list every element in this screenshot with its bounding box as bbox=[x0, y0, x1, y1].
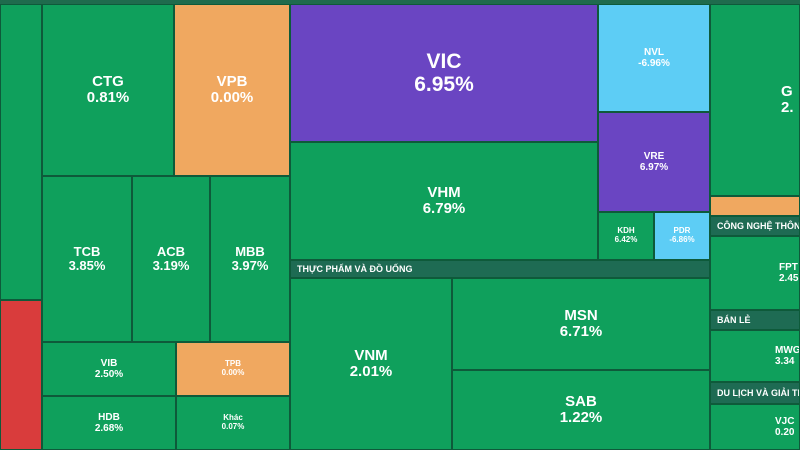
change-value: 0.20 bbox=[775, 427, 795, 438]
ticker-label: KDH bbox=[617, 226, 635, 236]
change-value: -6.86% bbox=[669, 235, 695, 244]
ticker-label: SAB bbox=[565, 392, 597, 410]
tile-msn[interactable]: MSN 6.71% bbox=[452, 278, 710, 370]
change-value: 3.97% bbox=[231, 258, 269, 273]
tile-sab[interactable]: SAB 1.22% bbox=[452, 370, 710, 450]
ticker-label: PDR bbox=[673, 226, 691, 236]
tile-right-top[interactable]: G 2. bbox=[710, 4, 800, 196]
ticker-label: MSN bbox=[564, 306, 598, 324]
ticker-label: VIB bbox=[100, 358, 118, 369]
change-value: -6.96% bbox=[638, 58, 670, 69]
change-value: 2.01% bbox=[349, 363, 393, 380]
tile-fpt[interactable]: FPT 2.45 bbox=[710, 236, 800, 310]
change-value: 0.07% bbox=[221, 422, 245, 431]
ticker-label: NVL bbox=[644, 47, 664, 58]
tile-vpb[interactable]: VPB 0.00% bbox=[174, 4, 290, 176]
change-value: 6.79% bbox=[422, 200, 466, 217]
change-value: 2.50% bbox=[94, 369, 124, 380]
ticker-label: CTG bbox=[92, 72, 124, 90]
left-red-tile[interactable] bbox=[0, 300, 42, 450]
change-value: 6.97% bbox=[639, 162, 669, 173]
tile-tpb[interactable]: TPB 0.00% bbox=[176, 342, 290, 396]
tile-tcb[interactable]: TCB 3.85% bbox=[42, 176, 132, 342]
ticker-label: MBB bbox=[235, 243, 265, 259]
ticker-label: Khác bbox=[223, 413, 243, 423]
sector-header-retail: BÁN LẺ bbox=[710, 310, 800, 330]
change-value: 3.85% bbox=[68, 258, 106, 273]
tile-nvl[interactable]: NVL -6.96% bbox=[598, 4, 710, 112]
ticker-label: G bbox=[781, 82, 793, 100]
change-value: 2.45 bbox=[779, 273, 799, 284]
ticker-label: VIC bbox=[426, 49, 462, 73]
tile-vhm[interactable]: VHM 6.79% bbox=[290, 142, 598, 260]
change-value: 2. bbox=[781, 99, 794, 116]
change-value: 6.95% bbox=[414, 73, 474, 96]
tile-right-flat[interactable] bbox=[710, 196, 800, 216]
change-value: 0.00% bbox=[221, 368, 245, 377]
change-value: 6.42% bbox=[614, 235, 638, 244]
ticker-label: VRE bbox=[643, 151, 665, 162]
sector-header-tech: CÔNG NGHỆ THÔNG bbox=[710, 216, 800, 236]
ticker-label: ACB bbox=[156, 243, 186, 259]
tile-mwg[interactable]: MWG 3.34 bbox=[710, 330, 800, 382]
tile-acb[interactable]: ACB 3.19% bbox=[132, 176, 210, 342]
change-value: 0.81% bbox=[86, 89, 130, 106]
sector-header-travel: DU LỊCH VÀ GIẢI TRÍ bbox=[710, 382, 800, 404]
tile-mbb[interactable]: MBB 3.97% bbox=[210, 176, 290, 342]
ticker-label: TPB bbox=[225, 359, 241, 369]
tile-vjc[interactable]: VJC 0.20 bbox=[710, 404, 800, 450]
left-strip-tile[interactable] bbox=[0, 4, 42, 300]
tile-kdh[interactable]: KDH 6.42% bbox=[598, 212, 654, 260]
change-value: 1.22% bbox=[559, 409, 603, 426]
change-value: 6.71% bbox=[559, 323, 603, 340]
tile-hdb[interactable]: HDB 2.68% bbox=[42, 396, 176, 450]
ticker-label: HDB bbox=[98, 412, 120, 423]
tile-khac[interactable]: Khác 0.07% bbox=[176, 396, 290, 450]
ticker-label: MWG bbox=[775, 345, 800, 356]
ticker-label: FPT bbox=[779, 262, 798, 273]
ticker-label: TCB bbox=[73, 243, 101, 259]
ticker-label: VJC bbox=[775, 416, 795, 427]
ticker-label: VPB bbox=[216, 72, 248, 90]
ticker-label: VHM bbox=[427, 183, 461, 201]
tile-vic[interactable]: VIC 6.95% bbox=[290, 4, 598, 142]
change-value: 0.00% bbox=[210, 89, 254, 106]
tile-vnm[interactable]: VNM 2.01% bbox=[290, 278, 452, 450]
ticker-label: VNM bbox=[354, 346, 388, 364]
tile-pdr[interactable]: PDR -6.86% bbox=[654, 212, 710, 260]
top-bar bbox=[0, 0, 800, 4]
change-value: 3.19% bbox=[152, 258, 190, 273]
change-value: 2.68% bbox=[94, 423, 124, 434]
change-value: 3.34 bbox=[775, 356, 795, 367]
tile-vib[interactable]: VIB 2.50% bbox=[42, 342, 176, 396]
tile-vre[interactable]: VRE 6.97% bbox=[598, 112, 710, 212]
sector-header-food: THỰC PHẨM VÀ ĐỒ UỐNG bbox=[290, 260, 710, 278]
tile-ctg[interactable]: CTG 0.81% bbox=[42, 4, 174, 176]
